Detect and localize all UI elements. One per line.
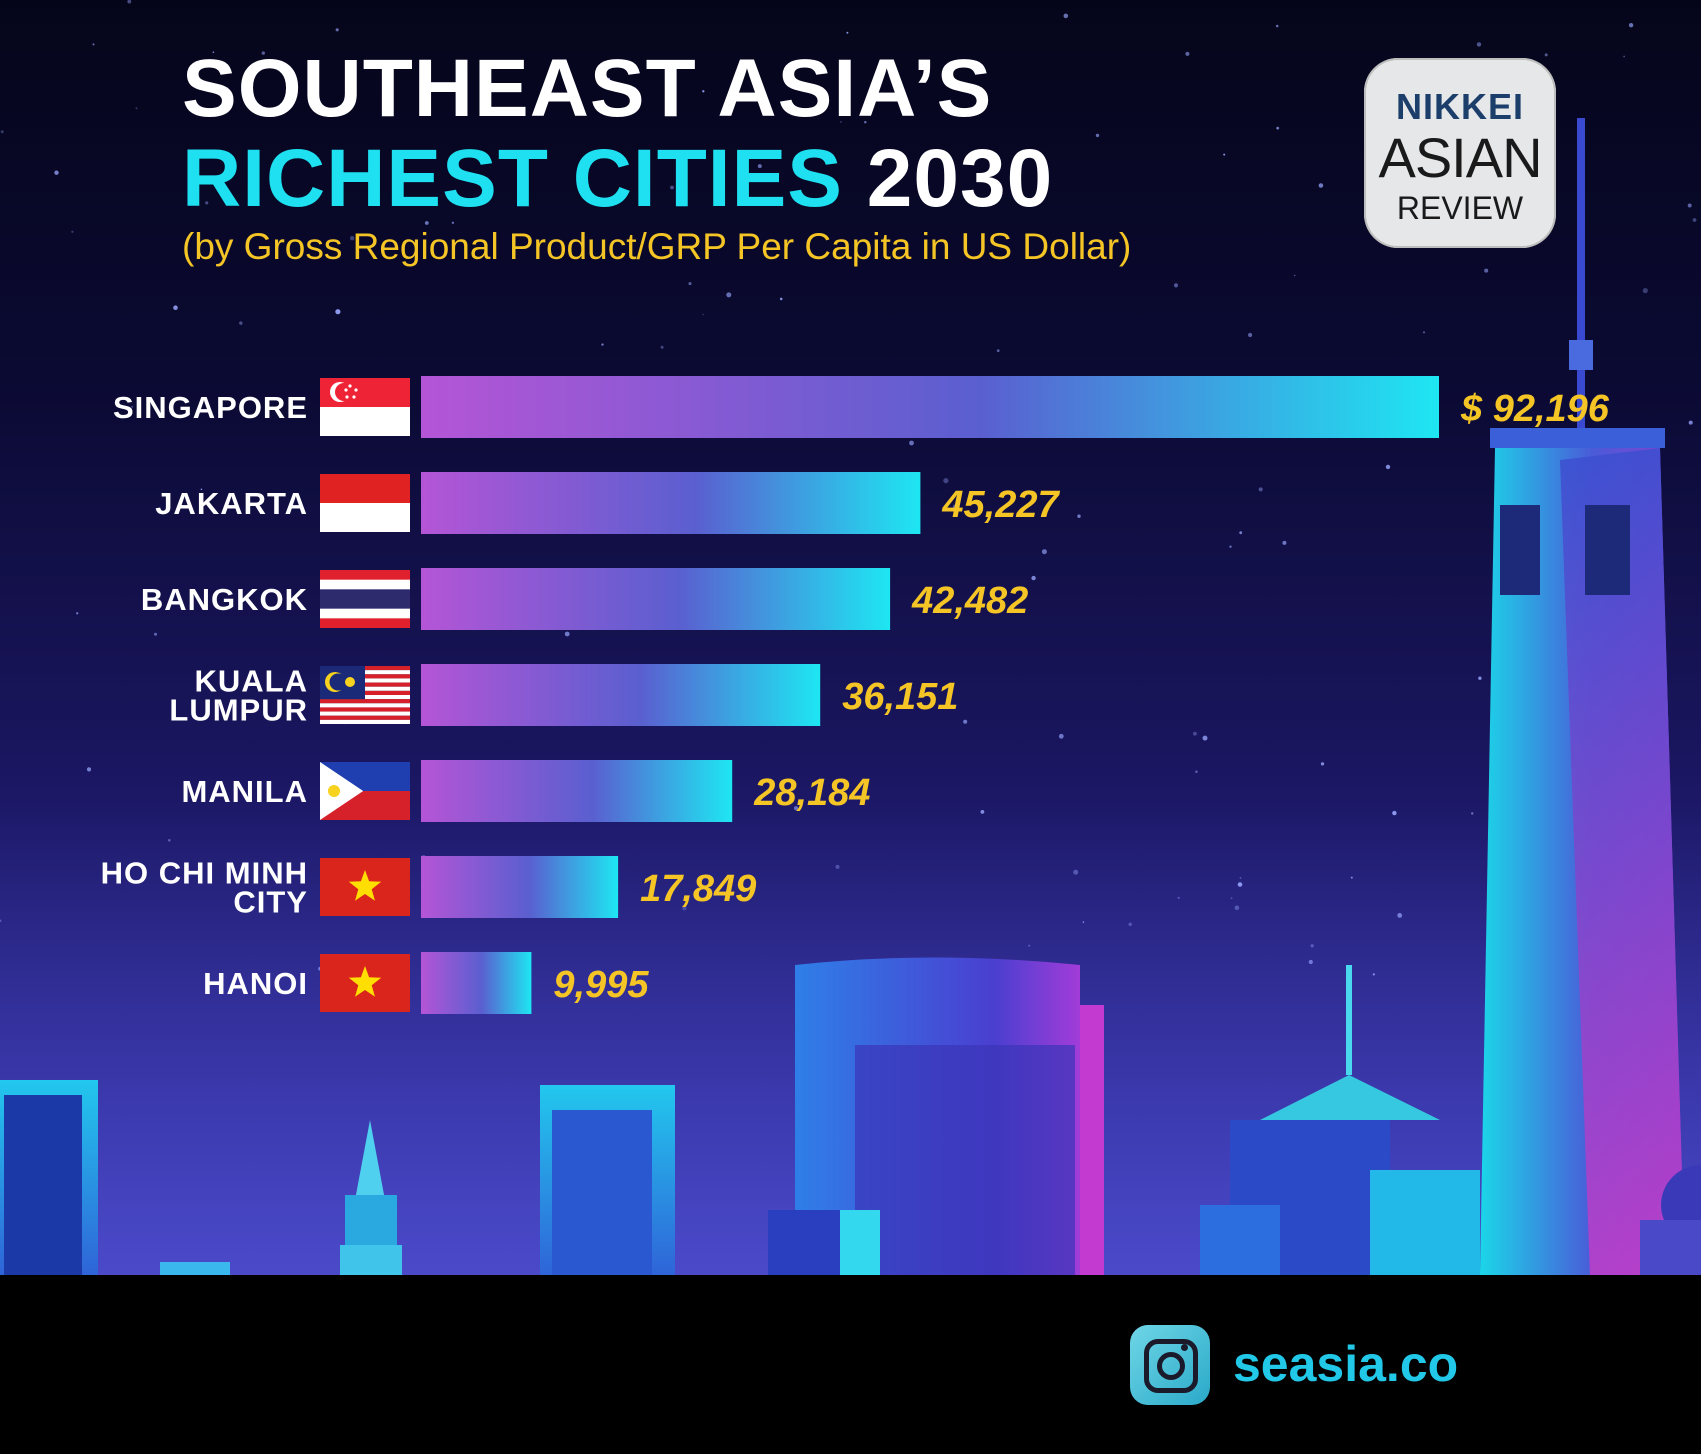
chart-title-line2: RICHEST CITIES 2030 xyxy=(182,132,1053,226)
social-handle[interactable]: seasia.co xyxy=(1233,1336,1459,1392)
bar xyxy=(421,952,532,1014)
flag-vietnam-icon xyxy=(320,954,410,1012)
logo-line2: ASIAN xyxy=(1378,126,1542,189)
footer: seasia.co xyxy=(0,1275,1701,1454)
category-label: JAKARTA xyxy=(155,486,308,521)
value-label: 42,482 xyxy=(911,580,1028,622)
chart-title-line1: SOUTHEAST ASIA’S xyxy=(182,43,993,134)
flag-singapore-icon xyxy=(320,378,410,436)
value-label: 45,227 xyxy=(941,484,1060,526)
chart-title-accent: RICHEST CITIES xyxy=(182,133,843,224)
bar xyxy=(421,568,891,630)
flag-philippines-icon xyxy=(320,762,410,820)
chart-background: SOUTHEAST ASIA’S RICHEST CITIES 2030 (by… xyxy=(0,0,1701,1275)
bar xyxy=(421,856,619,918)
value-label: 36,151 xyxy=(842,676,958,718)
value-label: 9,995 xyxy=(553,964,649,1006)
logo-line1: NIKKEI xyxy=(1395,86,1524,127)
flag-thailand-icon xyxy=(320,570,410,628)
bar xyxy=(421,664,821,726)
flag-malaysia-icon xyxy=(320,666,410,724)
category-label: MANILA xyxy=(181,774,308,809)
bar xyxy=(421,376,1439,438)
bar-chart: SINGAPORE $ 92,196 JAKARTA 45,227 BANGKOK 42,… xyxy=(101,376,1610,1014)
bar xyxy=(421,760,733,822)
value-label: $ 92,196 xyxy=(1460,388,1610,430)
value-label: 17,849 xyxy=(640,868,756,910)
city-skyline-illustration xyxy=(0,118,1701,1275)
chart-title-year: 2030 xyxy=(866,133,1054,224)
category-label: SINGAPORE xyxy=(113,390,308,425)
flag-indonesia-icon xyxy=(320,474,410,532)
instagram-icon[interactable] xyxy=(1130,1325,1210,1405)
chart-subtitle: (by Gross Regional Product/GRP Per Capit… xyxy=(182,226,1132,267)
flag-vietnam-icon xyxy=(320,858,410,916)
value-label: 28,184 xyxy=(753,772,870,814)
bar xyxy=(421,472,921,534)
category-label: KUALA LUMPUR xyxy=(169,664,308,728)
logo-line3: REVIEW xyxy=(1396,190,1524,226)
category-label: BANGKOK xyxy=(141,582,308,617)
nikkei-asian-review-logo: NIKKEI ASIAN REVIEW xyxy=(1364,58,1556,248)
category-label: HANOI xyxy=(203,966,308,1001)
category-label: HO CHI MINH CITY xyxy=(101,856,308,920)
